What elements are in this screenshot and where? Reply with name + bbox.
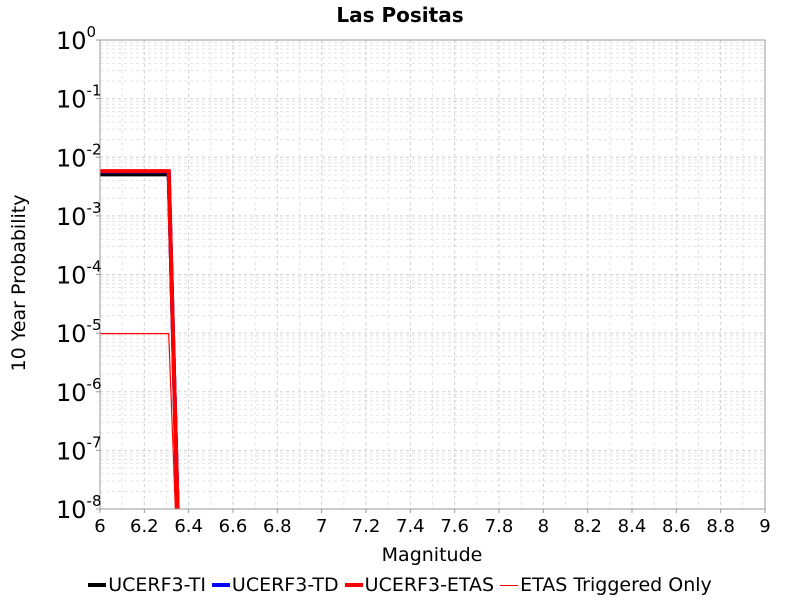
chart-legend: UCERF3-TI UCERF3-TD UCERF3-ETAS ETAS Trigge… [0,572,800,598]
x-tick-label: 9 [759,516,770,537]
x-tick-label: 6.6 [219,516,248,537]
legend-swatch [88,583,107,587]
y-tick-label: 10-8 [56,492,102,524]
x-tick-label: 6.8 [263,516,292,537]
series-line-etas-triggered-only [100,333,176,509]
legend-swatch [211,583,230,587]
y-axis-label: 10 Year Probability [8,195,30,372]
plot-area: 6 6.2 6.4 6.6 6.8 7 7.2 7.4 7.6 7.8 8 8.2 8.4 8.6 8.8 9… [56,23,771,537]
x-tick-label: 6.4 [174,516,203,537]
x-tick-label: 8.4 [618,516,647,537]
y-tick-label: 10-3 [56,199,102,231]
x-tick-label: 8.6 [662,516,691,537]
y-tick-label: 10-6 [56,375,102,407]
legend-item-ucerf3-td: UCERF3-TD [211,574,339,596]
y-tick-label: 10-4 [56,258,102,290]
legend-label: UCERF3-TD [231,574,339,596]
x-tick-label: 7 [316,516,327,537]
legend-label: UCERF3-TI [108,574,206,596]
x-tick-label: 6 [94,516,105,537]
legend-label: ETAS Triggered Only [520,574,712,596]
y-tick-label: 10-2 [56,140,102,172]
x-tick-label: 7.4 [396,516,425,537]
x-axis-label: Magnitude [382,544,483,566]
legend-item-etas-triggered-only: ETAS Triggered Only [500,574,712,596]
legend-item-ucerf3-ti: UCERF3-TI [88,574,206,596]
chart-title: Las Positas [336,3,463,27]
legend-item-ucerf3-etas: UCERF3-ETAS [344,574,495,596]
legend-swatch [500,584,519,586]
series-group [100,169,180,509]
x-tick-label: 8.8 [706,516,735,537]
x-tick-label: 8.2 [573,516,602,537]
legend-swatch [344,583,363,587]
y-tick-label: 10-7 [56,433,102,465]
series-line-ucerf3-etas [100,169,180,509]
x-tick-label: 7.8 [485,516,514,537]
legend-label: UCERF3-ETAS [364,574,495,596]
x-tick-label: 7.2 [352,516,381,537]
y-tick-label: 100 [56,23,96,55]
y-tick-label: 10-5 [56,316,102,348]
x-tick-label: 7.6 [440,516,469,537]
y-tick-label: 10-1 [56,82,102,114]
x-tick-label: 8 [538,516,549,537]
x-tick-label: 6.2 [130,516,159,537]
